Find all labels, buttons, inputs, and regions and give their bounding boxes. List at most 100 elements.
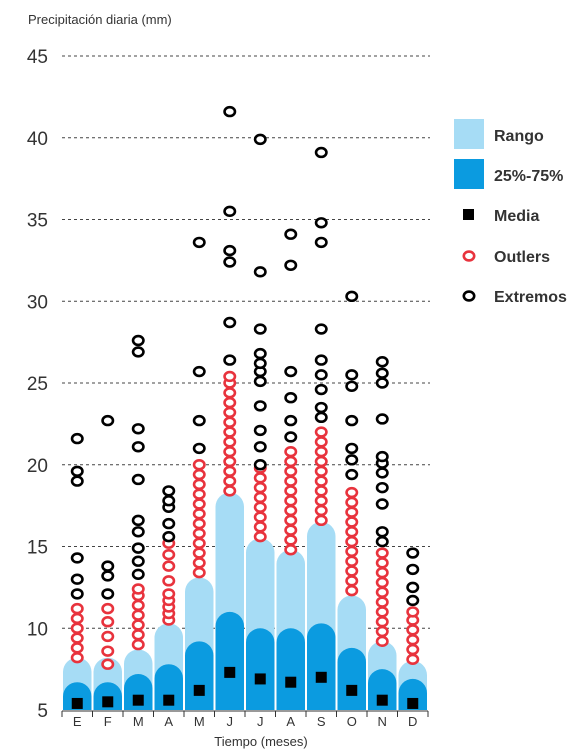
outlier-point — [192, 478, 206, 491]
outlier-point — [284, 534, 298, 546]
outlier-point — [253, 481, 267, 494]
month-label: F — [104, 714, 112, 729]
extreme-point — [375, 467, 389, 479]
extreme-point — [345, 454, 359, 466]
extreme-point — [406, 563, 420, 576]
legend-label-rango: Rango — [494, 128, 544, 145]
outlier-point — [314, 495, 328, 507]
y-tick-label: 15 — [27, 538, 48, 559]
extreme-layer — [70, 105, 420, 607]
outlier-point — [192, 557, 206, 569]
y-axis-title: Precipitación diaria (mm) — [28, 12, 172, 27]
extreme-point — [314, 236, 328, 249]
extreme-point — [223, 205, 237, 218]
outlier-point — [253, 491, 267, 504]
outlier-point — [345, 506, 359, 518]
extreme-point — [192, 236, 206, 249]
month-label: J — [257, 714, 264, 729]
outlier-point — [101, 645, 115, 657]
outlier-point — [345, 565, 359, 577]
extreme-point — [345, 380, 359, 392]
extreme-point — [223, 316, 237, 329]
extreme-point — [345, 414, 359, 427]
media-marker — [163, 694, 175, 706]
outlier-point — [223, 445, 237, 458]
month-label: S — [317, 714, 326, 729]
y-tick-labels: 5 10 15 20 25 30 35 40 45 — [27, 47, 48, 722]
iqr-layer — [63, 611, 427, 710]
outlier-point — [192, 517, 206, 530]
outlier-point — [101, 602, 115, 615]
outlier-point — [314, 465, 328, 477]
extreme-point — [223, 244, 237, 257]
outlier-point — [375, 625, 389, 638]
legend-label-media: Media — [494, 208, 539, 225]
outlier-point — [314, 445, 328, 458]
media-marker — [224, 666, 236, 678]
extreme-point — [131, 514, 145, 527]
extreme-point — [101, 560, 115, 572]
extreme-point — [375, 367, 389, 379]
extreme-point — [375, 450, 389, 463]
outlier-point — [192, 498, 206, 510]
month-label: M — [133, 714, 144, 729]
extreme-point — [314, 323, 328, 335]
extreme-point — [375, 377, 389, 389]
outlier-point — [131, 629, 145, 641]
media-marker — [285, 676, 297, 688]
outlier-point — [284, 514, 298, 527]
outlier-point — [375, 586, 389, 598]
outlier-point — [131, 619, 145, 631]
outlier-point — [345, 555, 359, 567]
extreme-point — [284, 259, 298, 271]
extreme-point — [223, 256, 237, 268]
outlier-point — [131, 638, 145, 651]
legend-swatch-media — [463, 209, 474, 220]
outlier-point — [70, 602, 84, 615]
outlier-point — [314, 455, 328, 468]
outlier-point — [284, 485, 298, 497]
y-tick-label: 45 — [27, 47, 48, 68]
outlier-point — [101, 616, 115, 628]
extreme-point — [253, 441, 267, 453]
media-marker — [315, 671, 327, 683]
extreme-point — [70, 552, 84, 564]
media-marker — [71, 697, 83, 709]
outlier-point — [253, 472, 267, 484]
outlier-point — [375, 635, 389, 648]
outlier-point — [314, 436, 328, 448]
extreme-point — [223, 105, 237, 118]
legend-label-outlier: Outlers — [494, 249, 550, 266]
outlier-point — [375, 576, 389, 589]
legend-swatch-extremo — [462, 290, 476, 302]
outlier-point — [406, 643, 420, 656]
iqr-bar — [337, 647, 366, 710]
outlier-point — [162, 548, 176, 561]
month-label: N — [378, 714, 387, 729]
extreme-point — [375, 526, 389, 538]
outlier-point — [70, 651, 84, 664]
outlier-point — [253, 521, 267, 533]
extreme-point — [131, 334, 145, 347]
y-tick-label: 5 — [37, 701, 48, 722]
extreme-point — [131, 473, 145, 486]
outlier-point — [284, 495, 298, 507]
media-marker — [193, 684, 205, 696]
outlier-layer — [70, 370, 420, 670]
extreme-point — [345, 290, 359, 303]
outlier-point — [284, 445, 298, 458]
extreme-point — [406, 581, 420, 594]
outlier-point — [223, 426, 237, 438]
extreme-point — [253, 400, 267, 412]
extreme-point — [131, 568, 145, 580]
extreme-point — [345, 468, 359, 481]
extreme-point — [253, 323, 267, 335]
extreme-point — [314, 146, 328, 159]
month-label: E — [73, 714, 82, 729]
outlier-point — [70, 622, 84, 634]
extreme-point — [70, 588, 84, 600]
outlier-point — [284, 544, 298, 556]
extreme-point — [70, 573, 84, 585]
extreme-point — [375, 356, 389, 368]
